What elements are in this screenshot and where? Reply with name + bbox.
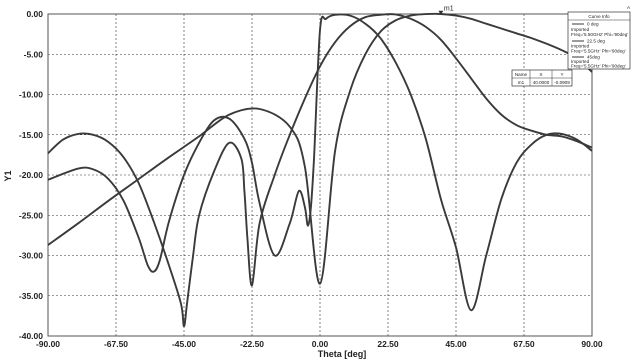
marker-table-cell-name: m1 (518, 80, 525, 85)
legend-entry-1-detail1: Imported (571, 44, 590, 49)
corner-glyph: A (627, 5, 631, 10)
marker-table-header-name: Name (515, 72, 528, 77)
legend-entry-0-detail1: Imported (571, 27, 590, 32)
y-tick-label: -5.00 (24, 49, 44, 59)
x-tick-label: -67.50 (104, 339, 128, 349)
marker-table-cell-x: 40.0000 (533, 80, 550, 85)
x-axis-title: Theta [deg] (318, 349, 367, 359)
x-tick-label: -22.50 (240, 339, 264, 349)
marker-m1: m1 (438, 6, 454, 15)
plot-frame (47, 13, 593, 337)
y-tick-label: -40.00 (19, 331, 43, 341)
y-tick-label: -15.00 (19, 130, 43, 140)
legend-entry-2-detail2: Freq='5.5GHz' Phi='90deg' (571, 64, 626, 69)
legend-entry-1-detail2: Freq='5.5GHz' Phi='90deg' (571, 49, 626, 54)
y-tick-label: -10.00 (19, 90, 43, 100)
legend-box (567, 11, 631, 70)
x-tick-label: 45.00 (445, 339, 467, 349)
y-axis-title: Y1 (3, 170, 13, 181)
x-tick-label: 90.00 (581, 339, 603, 349)
marker-table-header-y: Y (560, 72, 563, 77)
x-tick-label: -90.00 (36, 339, 60, 349)
marker-table-header-x: X (539, 72, 542, 77)
legend-title: Curve Info (588, 14, 610, 19)
marker-table-cell-y: -0.0909 (554, 80, 570, 85)
marker-point (438, 10, 444, 15)
series-line-1 (47, 13, 593, 328)
x-tick-label: 0.00 (312, 339, 329, 349)
y-tick-label: -35.00 (19, 291, 43, 301)
series-lines (47, 12, 593, 328)
x-tick-label: -45.00 (172, 339, 196, 349)
legend: Curve Info 0 deg Imported Freq='5.50GHz'… (567, 11, 631, 70)
marker-table: Name X Y m1 40.0000 -0.0909 (511, 69, 573, 87)
y-tick-label: -30.00 (19, 251, 43, 261)
y-tick-label: 0.00 (26, 9, 43, 19)
x-tick-label: 67.50 (513, 339, 535, 349)
legend-entry-2-detail1: Imported (571, 59, 590, 64)
legend-entry-0-name: 0 deg (587, 22, 599, 27)
legend-entry-2-name: 45deg (587, 55, 600, 60)
x-tick-labels: -90.00 -67.50 -45.00 -22.50 0.00 22.50 45.00 67… (36, 339, 603, 349)
x-tick-label: 22.50 (377, 339, 399, 349)
legend-entry-1-name: 22.5 deg (587, 39, 605, 44)
legend-entry-0-detail2: Freq='5.50GHz' Phi='90deg' (571, 32, 628, 37)
y-tick-labels: 0.00 -5.00 -10.00 -15.00 -20.00 -25.00 -30.00 -… (19, 9, 43, 341)
series-line-2 (47, 12, 593, 285)
y-tick-label: -20.00 (19, 170, 43, 180)
y-tick-label: -25.00 (19, 210, 43, 220)
marker-label: m1 (444, 6, 454, 13)
